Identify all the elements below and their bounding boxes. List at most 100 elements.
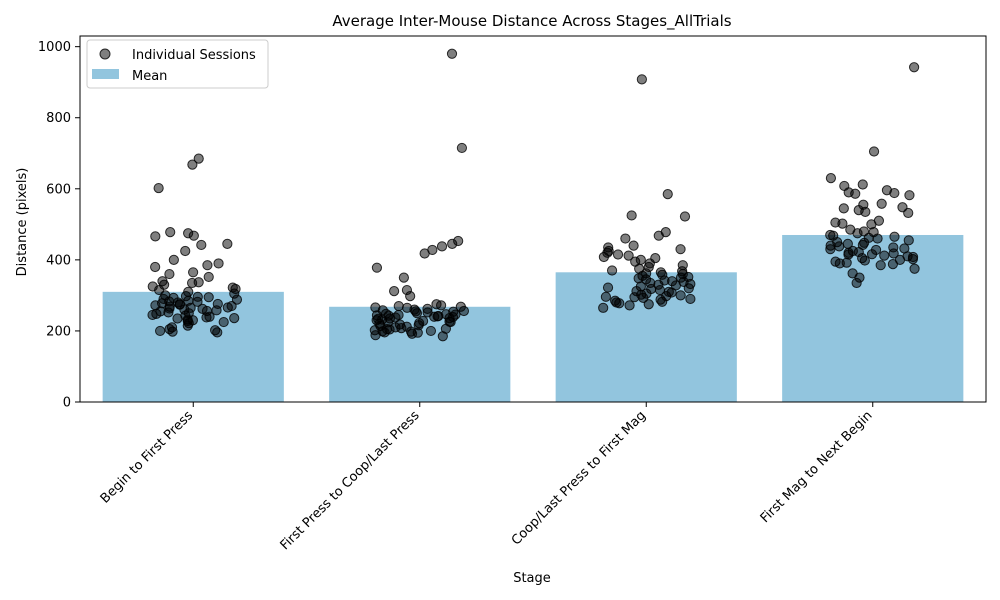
session-point <box>620 233 631 244</box>
legend-marker-individual-sessions <box>99 48 111 60</box>
session-point <box>838 203 849 214</box>
session-point <box>398 272 409 283</box>
session-point <box>389 286 400 297</box>
session-point <box>909 263 920 274</box>
session-point <box>868 146 880 157</box>
session-point <box>411 308 423 319</box>
session-point <box>188 230 199 241</box>
session-point <box>623 250 634 261</box>
y-axis-label: Distance (pixels) <box>15 168 30 277</box>
legend-marker-mean <box>92 69 119 79</box>
y-tick-label: 800 <box>46 111 71 126</box>
legend-label-mean: Mean <box>132 69 167 84</box>
session-point <box>192 296 203 307</box>
session-point <box>153 182 164 194</box>
session-point <box>683 283 694 294</box>
session-point <box>150 231 161 242</box>
y-tick-label: 400 <box>46 253 71 268</box>
session-point <box>165 227 176 238</box>
session-point <box>606 265 618 276</box>
session-point <box>456 142 468 154</box>
session-point <box>163 307 174 318</box>
session-point <box>834 258 845 269</box>
session-point <box>201 312 212 323</box>
session-point <box>843 249 854 260</box>
session-point <box>172 313 183 324</box>
x-axis-label: Stage <box>513 571 551 586</box>
session-point <box>636 74 647 85</box>
session-point <box>852 228 863 239</box>
session-point <box>624 300 635 311</box>
session-point <box>425 325 437 337</box>
session-point <box>887 259 899 270</box>
session-point <box>879 250 890 261</box>
session-point <box>662 189 673 200</box>
session-point <box>222 238 233 249</box>
chart-title: Average Inter-Mouse Distance Across Stag… <box>332 12 731 31</box>
session-point <box>203 271 214 283</box>
session-point <box>888 248 899 259</box>
session-point <box>147 309 158 321</box>
session-point <box>393 300 404 312</box>
y-tick-label: 0 <box>63 396 71 411</box>
session-point <box>903 207 914 219</box>
session-point <box>371 262 383 273</box>
session-point <box>857 179 868 190</box>
session-point <box>370 330 381 341</box>
session-point <box>860 206 871 217</box>
session-point <box>436 241 448 252</box>
session-point <box>222 302 233 313</box>
session-point <box>889 231 900 242</box>
session-point <box>218 316 229 328</box>
session-point <box>859 255 870 266</box>
session-point <box>405 291 416 302</box>
session-point <box>600 291 612 302</box>
session-point <box>653 230 664 241</box>
session-point <box>850 188 861 199</box>
session-point <box>866 249 878 260</box>
session-point <box>626 210 637 221</box>
session-point <box>447 238 458 249</box>
session-point <box>202 260 213 271</box>
session-point <box>180 245 191 257</box>
session-point <box>231 294 243 305</box>
y-tick-label: 600 <box>46 182 71 197</box>
mean-bar <box>782 234 964 402</box>
session-point <box>876 198 887 209</box>
y-tick-label: 1000 <box>38 40 71 55</box>
session-point <box>188 267 199 278</box>
session-point <box>643 299 654 310</box>
session-point <box>598 302 609 313</box>
session-point <box>851 277 862 289</box>
session-point <box>150 261 161 273</box>
legend-label-individual-sessions: Individual Sessions <box>132 48 256 63</box>
session-point <box>187 277 198 289</box>
session-point <box>629 292 640 303</box>
session-point <box>907 254 918 265</box>
session-point <box>837 218 848 229</box>
session-point <box>612 249 624 260</box>
session-point <box>419 248 430 259</box>
legend-frame <box>86 39 269 89</box>
session-point <box>904 190 915 201</box>
session-point <box>675 244 686 255</box>
session-point <box>909 62 920 73</box>
session-point <box>429 311 440 322</box>
session-point <box>229 313 240 324</box>
session-point <box>437 331 448 342</box>
session-point <box>168 254 179 265</box>
session-point <box>187 159 198 170</box>
session-point <box>212 327 223 338</box>
session-point <box>903 235 914 246</box>
session-point <box>193 153 204 164</box>
session-point <box>875 260 886 271</box>
session-point <box>675 290 686 301</box>
legend: Individual Sessions Mean <box>86 39 269 89</box>
session-point <box>628 240 639 251</box>
y-tick-label: 200 <box>46 324 71 339</box>
session-point <box>436 300 447 311</box>
session-point <box>458 305 470 317</box>
session-point <box>825 173 837 184</box>
session-point <box>638 292 649 303</box>
session-point <box>614 298 625 309</box>
